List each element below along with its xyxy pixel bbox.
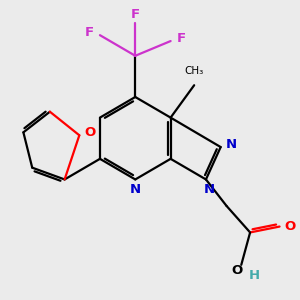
Text: CH₃: CH₃ — [184, 66, 204, 76]
Text: O: O — [84, 126, 95, 139]
Text: N: N — [225, 138, 236, 151]
Text: H: H — [249, 268, 260, 282]
Text: N: N — [203, 183, 214, 196]
Text: O: O — [231, 264, 242, 277]
Text: F: F — [176, 32, 185, 45]
Text: N: N — [130, 183, 141, 196]
Text: O: O — [284, 220, 296, 233]
Text: F: F — [131, 8, 140, 21]
Text: F: F — [85, 26, 94, 39]
